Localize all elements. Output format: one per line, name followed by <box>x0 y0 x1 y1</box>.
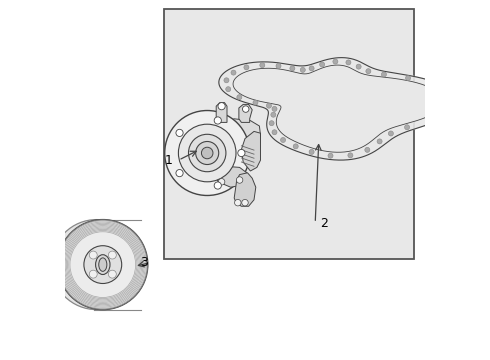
Circle shape <box>346 60 351 65</box>
Polygon shape <box>207 119 261 185</box>
Circle shape <box>260 63 265 68</box>
Circle shape <box>356 64 361 69</box>
Circle shape <box>235 199 241 206</box>
Circle shape <box>196 141 219 165</box>
Polygon shape <box>234 173 256 206</box>
Circle shape <box>242 199 248 206</box>
Circle shape <box>293 144 298 149</box>
Circle shape <box>253 100 258 105</box>
Circle shape <box>272 130 277 135</box>
Circle shape <box>365 147 370 152</box>
Text: 1: 1 <box>165 154 173 167</box>
Ellipse shape <box>96 255 110 274</box>
Ellipse shape <box>99 258 107 271</box>
Polygon shape <box>219 58 458 160</box>
Circle shape <box>214 117 221 124</box>
Circle shape <box>89 251 97 259</box>
Circle shape <box>272 106 277 111</box>
Circle shape <box>244 65 249 70</box>
Circle shape <box>178 124 236 182</box>
Circle shape <box>333 59 338 64</box>
Circle shape <box>176 129 183 136</box>
Circle shape <box>432 83 437 88</box>
Circle shape <box>426 118 431 123</box>
Circle shape <box>237 95 242 100</box>
Circle shape <box>309 149 314 154</box>
Text: 2: 2 <box>320 217 328 230</box>
Circle shape <box>328 153 333 158</box>
Circle shape <box>300 67 305 72</box>
Circle shape <box>226 87 231 92</box>
Circle shape <box>276 63 281 68</box>
Circle shape <box>238 149 245 157</box>
Polygon shape <box>242 131 261 171</box>
Text: 3: 3 <box>140 256 148 269</box>
Circle shape <box>89 270 97 278</box>
Circle shape <box>381 72 387 77</box>
Circle shape <box>108 251 116 259</box>
Circle shape <box>214 182 221 189</box>
Circle shape <box>271 112 276 117</box>
Circle shape <box>84 246 122 284</box>
Circle shape <box>406 76 411 81</box>
Circle shape <box>290 66 295 71</box>
Circle shape <box>243 106 249 112</box>
Polygon shape <box>216 167 247 187</box>
Circle shape <box>58 220 148 310</box>
Circle shape <box>236 177 243 183</box>
Circle shape <box>348 153 353 158</box>
Circle shape <box>165 111 250 195</box>
Circle shape <box>447 95 452 100</box>
Polygon shape <box>233 65 443 152</box>
Circle shape <box>108 270 116 278</box>
Circle shape <box>405 125 410 130</box>
Circle shape <box>309 66 314 71</box>
Polygon shape <box>239 104 252 122</box>
Circle shape <box>231 70 236 75</box>
Circle shape <box>267 103 271 108</box>
Circle shape <box>366 69 371 74</box>
Circle shape <box>218 103 225 110</box>
Circle shape <box>176 170 183 177</box>
Circle shape <box>269 121 274 126</box>
Circle shape <box>444 108 449 113</box>
Circle shape <box>189 134 226 172</box>
Circle shape <box>201 147 213 159</box>
Circle shape <box>281 138 286 143</box>
Polygon shape <box>216 103 227 122</box>
Circle shape <box>377 139 382 144</box>
Circle shape <box>389 131 393 136</box>
Circle shape <box>224 78 229 83</box>
Circle shape <box>51 220 142 310</box>
Circle shape <box>319 62 325 67</box>
Bar <box>164 9 414 259</box>
Circle shape <box>219 179 225 185</box>
